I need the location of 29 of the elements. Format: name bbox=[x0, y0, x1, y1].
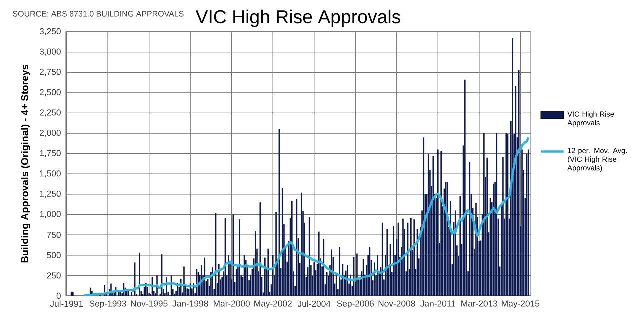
x-tick-label: Mar-2000 bbox=[214, 300, 250, 307]
x-tick-label: Nov-1995 bbox=[131, 300, 168, 307]
x-tick-label: Jul-1991 bbox=[50, 300, 83, 308]
y-tick-label: 2,250 bbox=[40, 110, 61, 117]
y-tick-label: 1,750 bbox=[40, 150, 61, 158]
y-tick-label: 1,500 bbox=[40, 170, 61, 178]
x-tick-label: Nov-2008 bbox=[378, 300, 416, 307]
y-tick-label: 0 bbox=[56, 292, 61, 300]
y-tick-label: 3,000 bbox=[40, 48, 61, 56]
y-tick-label: 3,250 bbox=[40, 28, 61, 36]
x-tick-label: Sep-1993 bbox=[90, 300, 126, 309]
x-tick-label: Mar-2013 bbox=[462, 300, 498, 307]
chart-title: VIC High Rise Approvals bbox=[196, 10, 400, 28]
x-tick-label: May-2002 bbox=[254, 300, 292, 309]
y-tick-label: 250 bbox=[47, 272, 61, 279]
y-tick-label: 500 bbox=[47, 252, 61, 258]
x-tick-label: Jul-2004 bbox=[298, 300, 331, 308]
y-tick-label: 1,000 bbox=[40, 211, 61, 218]
y-axis-title: Building Approvals (Original) - 4+ Storeys bbox=[21, 65, 30, 263]
x-tick-label: Jan-2011 bbox=[420, 300, 456, 307]
y-tick-label: 2,750 bbox=[40, 69, 61, 76]
x-tick-label: Sep-2006 bbox=[337, 300, 374, 309]
y-tick-label: 1,250 bbox=[40, 190, 61, 198]
x-tick-label: May-2015 bbox=[502, 300, 540, 309]
y-tick-label: 2,000 bbox=[40, 130, 61, 138]
x-tick-label: Jan-1998 bbox=[172, 300, 208, 307]
y-tick-label: 750 bbox=[47, 232, 61, 238]
source-note: SOURCE: ABS 8731.0 BUILDING APPROVALS bbox=[13, 11, 184, 17]
y-tick-label: 2,500 bbox=[40, 89, 61, 96]
